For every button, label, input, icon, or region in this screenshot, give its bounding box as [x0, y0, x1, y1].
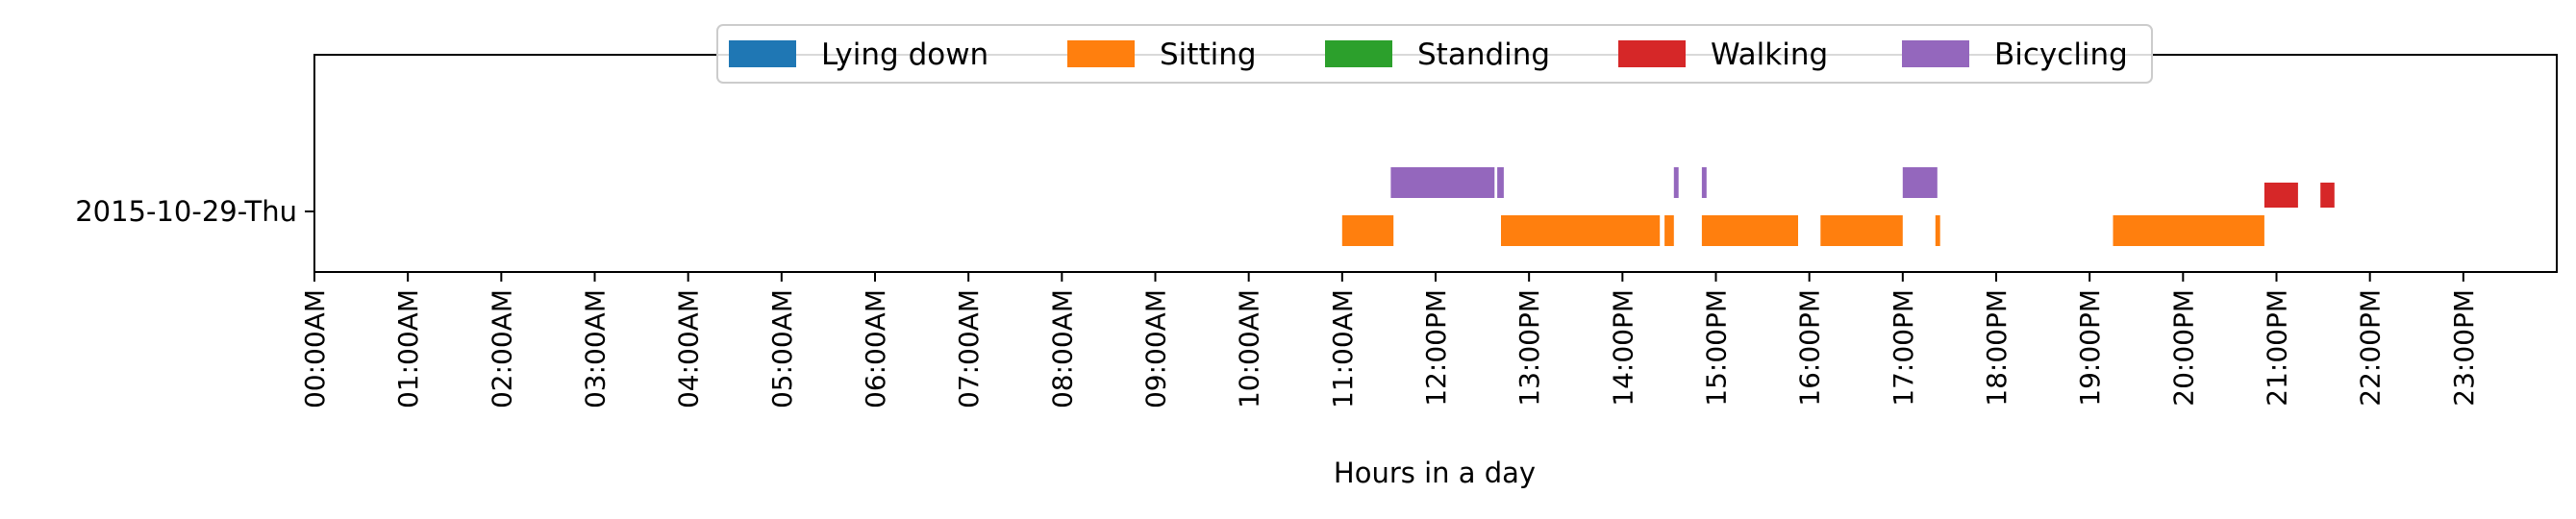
x-tick-label: 18:00PM	[1981, 289, 2013, 407]
x-tick-label: 22:00PM	[2355, 289, 2387, 407]
bar-walking-1	[2320, 183, 2335, 208]
activity-bars	[1341, 167, 2335, 246]
bar-sitting-2	[1664, 215, 1674, 246]
legend: Lying down Sitting Standing Walking Bicyclin…	[716, 24, 2153, 84]
y-axis: 2015-10-29-Thu	[75, 195, 314, 228]
bar-bicycling-1	[1497, 167, 1504, 198]
x-axis: 00:00AM 01:00AM 02:00AM 03:00AM 04:00AM 05:00…	[299, 272, 2480, 408]
x-tick-label: 10:00AM	[1234, 289, 1265, 408]
x-tick-label: 05:00AM	[766, 289, 798, 408]
x-tick-label: 00:00AM	[299, 289, 331, 408]
bar-sitting-4	[1820, 215, 1903, 246]
legend-label-bicycling: Bicycling	[1994, 37, 2128, 72]
x-tick-label: 14:00PM	[1607, 289, 1638, 407]
legend-frame	[716, 24, 2153, 84]
x-tick-label: 15:00PM	[1701, 289, 1733, 407]
x-axis-label: Hours in a day	[1334, 457, 1536, 489]
x-tick-label: 07:00AM	[953, 289, 985, 408]
legend-swatch-standing	[1325, 40, 1392, 67]
legend-label-lying-down: Lying down	[821, 37, 988, 72]
x-tick-label: 02:00AM	[486, 289, 517, 408]
legend-label-sitting: Sitting	[1160, 37, 1257, 72]
x-tick-label: 23:00PM	[2448, 289, 2480, 407]
bar-bicycling-3	[1701, 167, 1707, 198]
legend-swatch-lying-down	[729, 40, 796, 67]
bar-bicycling-4	[1902, 167, 1938, 198]
x-tick-label: 04:00AM	[673, 289, 705, 408]
x-tick-label: 19:00PM	[2074, 289, 2106, 407]
x-tick-label: 09:00AM	[1140, 289, 1172, 408]
x-tick-label: 17:00PM	[1888, 289, 1919, 407]
y-tick-label: 2015-10-29-Thu	[75, 195, 297, 228]
x-tick-label: 11:00AM	[1327, 289, 1359, 408]
bar-walking-0	[2263, 183, 2298, 208]
legend-swatch-sitting	[1067, 40, 1135, 67]
x-tick-label: 06:00AM	[860, 289, 891, 408]
bar-sitting-0	[1341, 215, 1394, 246]
bar-bicycling-0	[1390, 167, 1495, 198]
x-tick-label: 12:00PM	[1420, 289, 1452, 407]
bar-sitting-1	[1501, 215, 1661, 246]
legend-label-standing: Standing	[1417, 37, 1550, 72]
bar-sitting-5	[1935, 215, 1940, 246]
bar-sitting-3	[1701, 215, 1798, 246]
bar-bicycling-2	[1673, 167, 1679, 198]
x-tick-label: 01:00AM	[392, 289, 424, 408]
x-tick-label: 13:00PM	[1513, 289, 1545, 407]
x-tick-label: 16:00PM	[1794, 289, 1826, 407]
x-tick-label: 20:00PM	[2167, 289, 2199, 407]
legend-swatch-walking	[1618, 40, 1686, 67]
bar-sitting-6	[2113, 215, 2264, 246]
legend-label-walking: Walking	[1711, 37, 1828, 72]
x-tick-label: 03:00AM	[580, 289, 612, 408]
legend-swatch-bicycling	[1902, 40, 1969, 67]
x-tick-label: 08:00AM	[1046, 289, 1078, 408]
x-tick-label: 21:00PM	[2262, 289, 2293, 407]
